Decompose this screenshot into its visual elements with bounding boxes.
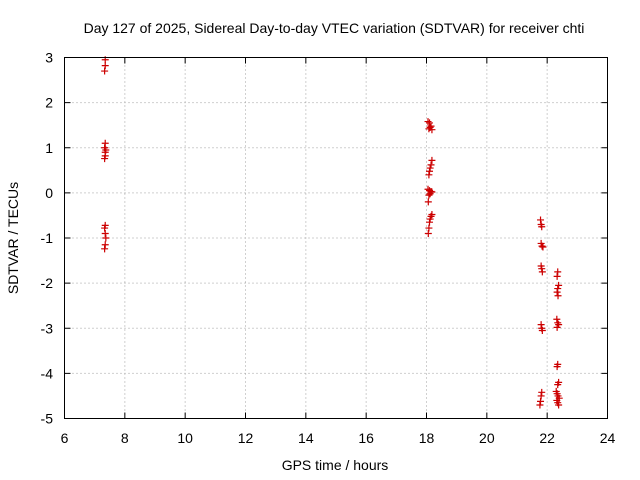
data-point: [538, 388, 546, 396]
data-point: [538, 242, 546, 250]
y-tick-label: 0: [45, 185, 53, 201]
y-tick-label: -1: [41, 230, 54, 246]
data-point: [424, 229, 432, 237]
data-point: [426, 190, 434, 198]
data-point: [426, 167, 434, 175]
data-point: [101, 155, 109, 163]
data-point: [555, 281, 563, 289]
data-point: [553, 288, 561, 296]
data-point: [426, 215, 434, 223]
data-point: [426, 218, 434, 226]
data-point: [554, 285, 562, 293]
data-point: [538, 265, 546, 273]
data-point: [537, 216, 545, 224]
data-point: [427, 161, 435, 169]
data-point: [538, 327, 546, 335]
y-tick-label: -5: [41, 411, 54, 427]
data-point: [424, 198, 432, 206]
y-tick-label: -3: [41, 320, 54, 336]
data-point: [555, 401, 563, 409]
x-tick-label: 14: [298, 430, 314, 446]
y-axis-label: SDTVAR / TECUs: [5, 182, 21, 294]
data-point: [554, 381, 562, 389]
data-point: [425, 191, 433, 199]
x-tick-label: 6: [61, 430, 69, 446]
data-point: [536, 401, 544, 409]
data-point: [537, 397, 545, 405]
x-tick-label: 18: [419, 430, 435, 446]
data-point: [102, 234, 110, 242]
data-point: [101, 229, 109, 237]
data-point: [426, 119, 434, 127]
x-tick-label: 22: [539, 430, 555, 446]
x-tick-label: 16: [358, 430, 374, 446]
y-tick-label: 1: [45, 140, 53, 156]
data-point: [553, 272, 561, 280]
data-point: [539, 243, 547, 251]
data-point: [428, 156, 436, 164]
data-point: [426, 164, 434, 172]
grid: [64, 57, 608, 419]
data-point: [424, 118, 432, 126]
x-tick-label: 24: [600, 430, 616, 446]
data-point: [426, 123, 434, 131]
x-tick-label: 20: [479, 430, 495, 446]
data-points: [101, 56, 563, 409]
data-point: [101, 241, 109, 249]
data-point: [101, 224, 109, 232]
data-point: [537, 392, 545, 400]
x-axis-label: GPS time / hours: [282, 457, 389, 473]
x-tick-label: 12: [238, 430, 254, 446]
data-point: [425, 224, 433, 232]
y-tick-label: -4: [41, 365, 54, 381]
chart-title: Day 127 of 2025, Sidereal Day-to-day VTE…: [84, 20, 585, 36]
axis-ticks: [64, 57, 608, 419]
data-point: [101, 62, 109, 70]
data-point: [553, 363, 561, 371]
data-point: [425, 125, 433, 133]
data-point: [101, 245, 109, 253]
data-point: [101, 67, 109, 75]
x-tick-label: 8: [121, 430, 129, 446]
data-point: [101, 139, 109, 147]
data-point: [538, 268, 546, 276]
y-tick-labels: -5 -4 -3 -2 -1 0 1 2 3: [41, 50, 54, 427]
y-tick-label: -2: [41, 275, 54, 291]
data-point: [425, 171, 433, 179]
data-point: [538, 223, 546, 231]
data-point: [554, 268, 562, 276]
x-tick-label: 10: [177, 430, 193, 446]
y-tick-label: 2: [45, 95, 53, 111]
data-point: [537, 321, 545, 329]
data-point: [554, 292, 562, 300]
data-point: [553, 323, 561, 331]
data-point: [553, 315, 561, 323]
y-tick-label: 3: [45, 50, 53, 66]
x-tick-labels: 6 8 10 12 14 16 18 20 22 24: [61, 430, 616, 446]
